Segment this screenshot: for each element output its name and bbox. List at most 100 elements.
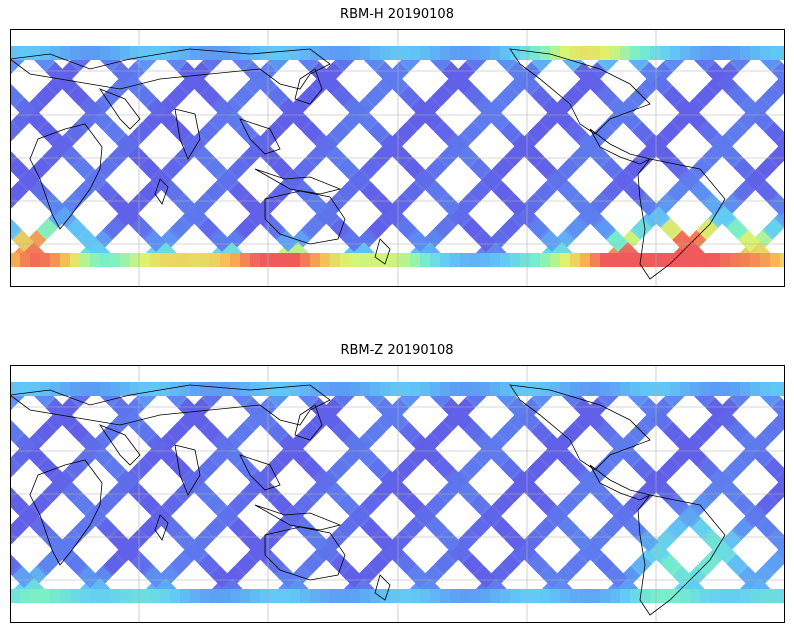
swath-segment <box>260 589 270 603</box>
swath-segment <box>220 589 230 603</box>
swath-segment <box>10 589 20 603</box>
swath-segment <box>450 253 460 267</box>
swath-segment <box>150 382 160 396</box>
coastlines <box>10 384 726 616</box>
swath-segment <box>570 382 580 396</box>
swath-segment <box>140 382 150 396</box>
swath-segment <box>300 46 310 60</box>
swath-segment <box>290 589 300 603</box>
swath-segment <box>190 382 200 396</box>
swath-segment <box>180 46 190 60</box>
swath-segment <box>50 46 60 60</box>
swath-segment <box>20 382 30 396</box>
swath-segment <box>630 46 640 60</box>
swath-segment <box>270 46 280 60</box>
swath-segment <box>270 253 280 267</box>
swath-segment <box>680 46 690 60</box>
swath-segment <box>170 46 180 60</box>
swath-segment <box>370 46 380 60</box>
swath-segment <box>740 382 750 396</box>
swath-segment <box>650 382 660 396</box>
swath-segment <box>771 398 785 422</box>
swath-segment <box>30 46 40 60</box>
swath-segment <box>130 253 140 267</box>
swath-segment <box>440 253 450 267</box>
swath-segment <box>390 46 400 60</box>
swath-segment <box>10 182 28 210</box>
swath-segment <box>660 253 670 267</box>
swath-segment <box>510 46 520 60</box>
swath-segment <box>520 46 530 60</box>
swath-segment <box>190 46 200 60</box>
swath-segment <box>740 46 750 60</box>
swath-segment <box>10 50 25 75</box>
swath-segment <box>670 589 680 603</box>
swath-segment <box>50 253 60 267</box>
swath-segment <box>420 382 430 396</box>
swath-segment <box>620 382 630 396</box>
swath-segment <box>70 253 80 267</box>
swath-segment <box>760 589 770 603</box>
swath-segment <box>750 46 760 60</box>
swath-segment <box>170 589 180 603</box>
swath-segment <box>30 382 40 396</box>
swath-segment <box>280 382 290 396</box>
swath-segment <box>610 253 620 267</box>
swath-segment <box>60 382 70 396</box>
swath-segment <box>20 253 30 267</box>
swath-segment <box>770 46 780 60</box>
swath-segment <box>330 46 340 60</box>
swath-segment <box>430 253 440 267</box>
swath-segment <box>270 382 280 396</box>
swath-segment <box>470 382 480 396</box>
swath-segment <box>50 589 60 603</box>
swath-segment <box>10 518 28 546</box>
swath-segment <box>550 253 560 267</box>
swath-segment <box>10 46 20 60</box>
swath-segment <box>80 253 90 267</box>
swath-segment <box>20 589 30 603</box>
swath-segment <box>690 382 700 396</box>
swath-segment <box>770 253 780 267</box>
gridlines <box>10 365 785 623</box>
swath-segment <box>480 253 490 267</box>
swath-segment <box>320 253 330 267</box>
swath-segment <box>510 382 520 396</box>
swath-segment <box>40 46 50 60</box>
swath-segment <box>560 253 570 267</box>
swath-segment <box>240 382 250 396</box>
panel-title-top: RBM-H 20190108 <box>340 7 454 22</box>
swath-segment <box>250 589 260 603</box>
swath-segment <box>280 589 290 603</box>
swath-segment <box>570 46 580 60</box>
swath-segment <box>710 382 720 396</box>
swath-segment <box>760 382 770 396</box>
swath-segment <box>110 589 120 603</box>
swath-segment <box>760 46 770 60</box>
swath-segment <box>390 382 400 396</box>
swath-segment <box>590 382 600 396</box>
swath-segment <box>60 46 70 60</box>
map-frame <box>10 29 785 287</box>
swath-segment <box>470 589 480 603</box>
swath-segment <box>570 589 580 603</box>
swath-segment <box>640 253 650 267</box>
swath-segment <box>530 589 540 603</box>
swath-segment <box>720 382 730 396</box>
swath-segment <box>30 589 40 603</box>
swath-segment <box>740 589 750 603</box>
satellite-swaths <box>10 46 785 267</box>
swath-segment <box>10 382 20 396</box>
swath-segment <box>450 46 460 60</box>
swath-segment <box>200 253 210 267</box>
swath-segment <box>780 46 785 60</box>
swath-segment <box>420 253 430 267</box>
swath-segment <box>220 46 230 60</box>
swath-segment <box>20 46 30 60</box>
swath-segment <box>290 46 300 60</box>
swath-segment <box>690 253 700 267</box>
swath-segment <box>250 253 260 267</box>
swath-segment <box>460 382 470 396</box>
swath-segment <box>440 589 450 603</box>
swath-segment <box>310 589 320 603</box>
